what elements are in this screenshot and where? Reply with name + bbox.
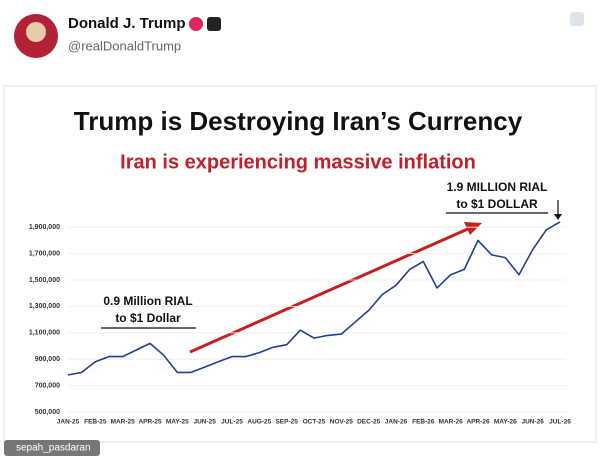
x-tick-label: MAY-25 <box>166 419 189 426</box>
watermark-bg <box>4 440 100 456</box>
x-tick-label: FEB-26 <box>412 419 435 426</box>
display-name[interactable]: Donald J. Trump <box>68 15 186 32</box>
trend-arrowhead <box>464 222 482 235</box>
y-tick-label: 700,000 <box>35 382 60 389</box>
x-tick-label: APR-26 <box>466 419 490 426</box>
x-tick-label: AUG-25 <box>247 419 271 426</box>
y-tick-label: 500,000 <box>35 409 60 416</box>
y-tick-label: 1,900,000 <box>29 224 60 231</box>
affiliation-badge <box>207 17 221 31</box>
x-tick-label: SEP-25 <box>275 419 298 426</box>
verified-badge <box>189 17 203 31</box>
x-tick-label: JUN-25 <box>193 419 216 426</box>
x-tick-label: JAN-25 <box>57 419 80 426</box>
x-tick-label: DEC-25 <box>357 419 381 426</box>
x-tick-label: NOV-25 <box>330 419 354 426</box>
watermark: sepah_pasdaran <box>16 443 91 454</box>
menu-icon[interactable] <box>570 12 584 26</box>
x-tick-label: APR-25 <box>138 419 162 426</box>
x-tick-label: MAY-26 <box>494 419 517 426</box>
annotation: to $1 Dollar <box>115 311 181 325</box>
y-tick-label: 900,000 <box>35 356 60 363</box>
pointer-arrowhead <box>554 214 562 220</box>
y-tick-label: 1,700,000 <box>29 250 60 257</box>
y-tick-label: 1,500,000 <box>29 277 60 284</box>
x-tick-label: JUN-26 <box>521 419 544 426</box>
data-line <box>67 221 561 376</box>
chart-title: Trump is Destroying Iran’s Currency <box>74 106 523 136</box>
annotation: 1.9 MILLION RIAL <box>447 180 548 194</box>
x-tick-label: JUL-26 <box>549 419 571 426</box>
y-tick-label: 1,100,000 <box>29 330 60 337</box>
x-tick-label: JAN-26 <box>385 419 408 426</box>
chart-subtitle: Iran is experiencing massive inflation <box>120 151 476 173</box>
x-tick-label: OCT-25 <box>303 419 326 426</box>
chart-card <box>3 85 597 443</box>
y-tick-label: 1,300,000 <box>29 303 60 310</box>
x-tick-label: MAR-25 <box>111 419 136 426</box>
avatar-face <box>26 22 46 42</box>
handle[interactable]: @realDonaldTrump <box>68 38 181 53</box>
x-tick-label: FEB-25 <box>84 419 107 426</box>
x-tick-label: JUL-25 <box>221 419 243 426</box>
trend-arrow <box>189 226 471 354</box>
annotation: 0.9 Million RIAL <box>103 294 192 308</box>
x-tick-label: MAR-26 <box>439 419 464 426</box>
annotation: to $1 DOLLAR <box>456 197 538 211</box>
